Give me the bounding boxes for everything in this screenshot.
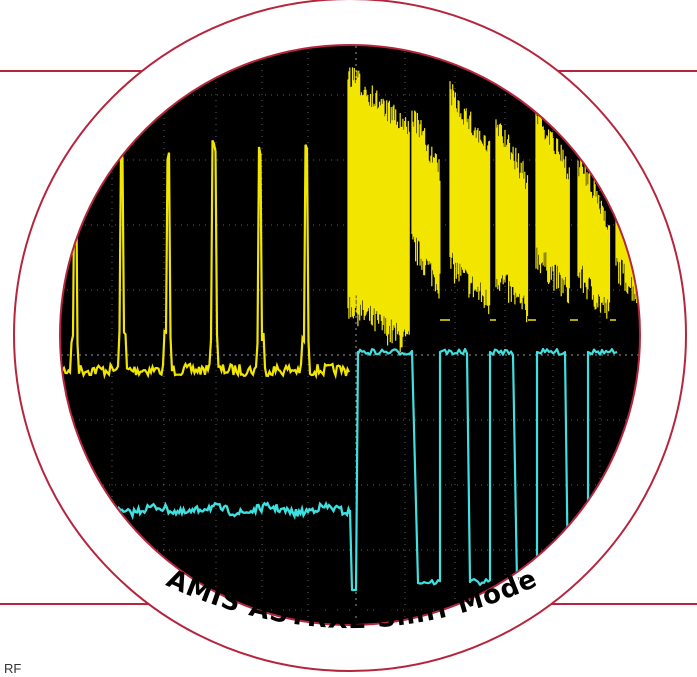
corner-label: RF [4,661,22,676]
yellow-burst [411,110,441,299]
cyan-trace-idle [108,500,352,521]
yellow-burst [449,81,491,315]
yellow-burst [535,110,570,304]
yellow-burst [577,157,611,319]
yellow-trace-idle [60,139,350,380]
yellow-burst [495,119,529,323]
yellow-burst [347,67,410,353]
lens-inner-edge [59,44,641,626]
trademark-mark: ™ [516,577,525,587]
oscilloscope-screen [60,45,640,625]
